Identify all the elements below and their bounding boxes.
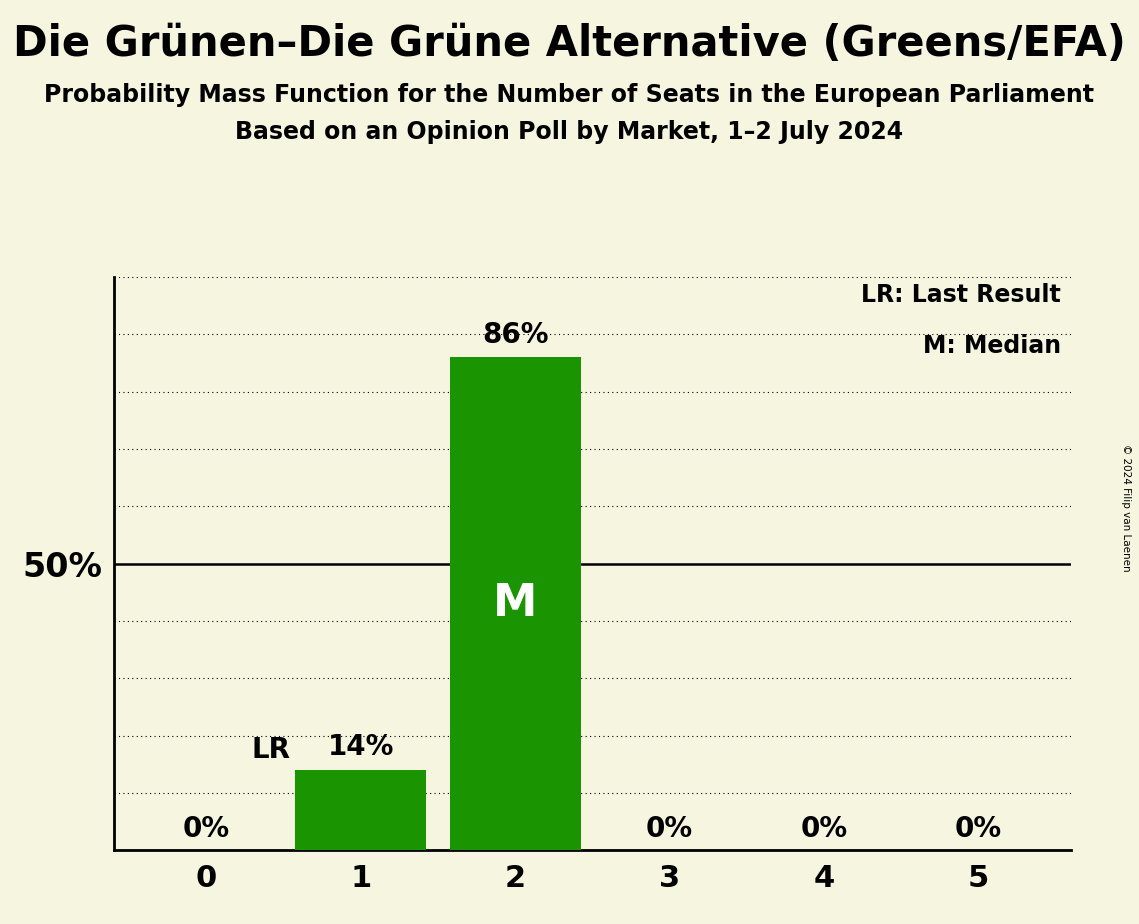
Text: 14%: 14% xyxy=(328,734,394,761)
Text: M: M xyxy=(493,582,538,626)
Text: 0%: 0% xyxy=(646,815,693,844)
Text: 86%: 86% xyxy=(482,321,548,349)
Bar xyxy=(450,358,581,850)
Text: LR: LR xyxy=(252,736,290,764)
Text: Based on an Opinion Poll by Market, 1–2 July 2024: Based on an Opinion Poll by Market, 1–2 … xyxy=(236,120,903,144)
Text: Die Grünen–Die Grüne Alternative (Greens/EFA): Die Grünen–Die Grüne Alternative (Greens… xyxy=(13,23,1126,65)
Bar xyxy=(295,770,426,850)
Text: M: Median: M: Median xyxy=(923,334,1062,359)
Text: Probability Mass Function for the Number of Seats in the European Parliament: Probability Mass Function for the Number… xyxy=(44,83,1095,107)
Text: LR: Last Result: LR: Last Result xyxy=(861,283,1062,307)
Text: 0%: 0% xyxy=(801,815,847,844)
Text: 0%: 0% xyxy=(954,815,1001,844)
Text: © 2024 Filip van Laenen: © 2024 Filip van Laenen xyxy=(1121,444,1131,572)
Text: 0%: 0% xyxy=(183,815,230,844)
